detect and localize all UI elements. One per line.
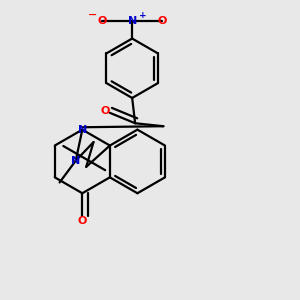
Text: O: O <box>101 106 110 116</box>
Text: +: + <box>139 11 146 20</box>
Text: O: O <box>98 16 107 26</box>
Text: O: O <box>157 16 167 26</box>
Text: N: N <box>78 124 87 135</box>
Text: O: O <box>78 216 87 226</box>
Text: N: N <box>128 16 137 26</box>
Text: N: N <box>71 156 80 166</box>
Text: −: − <box>87 11 97 20</box>
